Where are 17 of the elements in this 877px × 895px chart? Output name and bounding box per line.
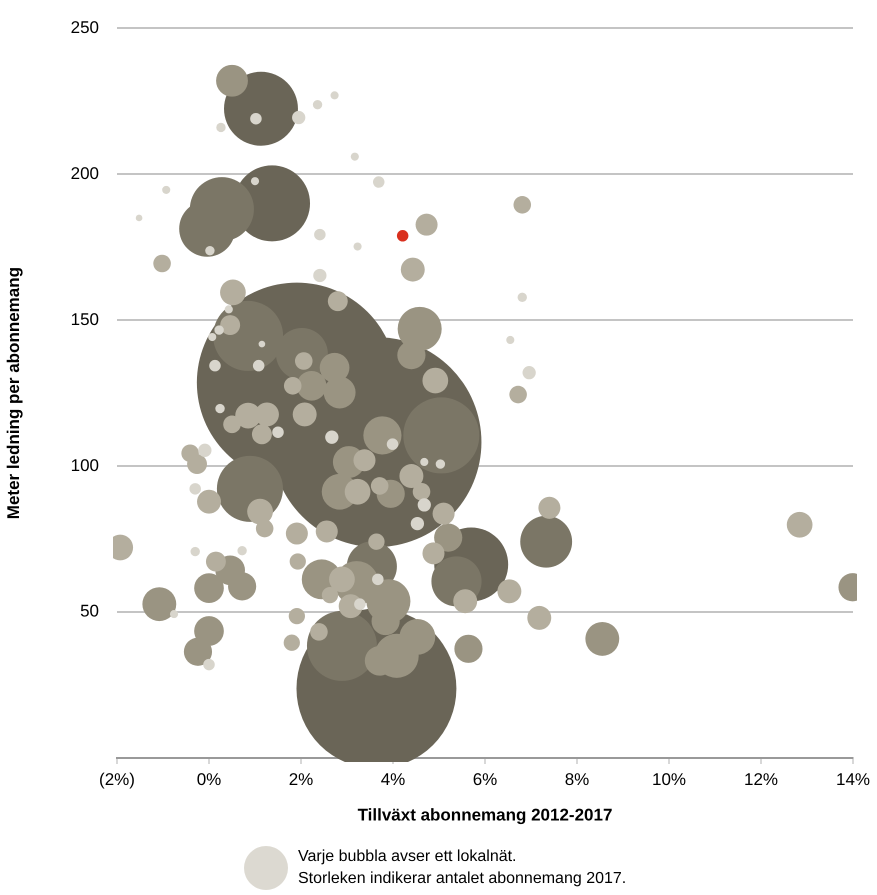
y-axis-title: Meter ledning per abonnemang (4, 267, 23, 520)
y-tick-label: 150 (70, 310, 99, 329)
x-tick-label: 10% (652, 770, 686, 789)
x-tick-label: 0% (196, 770, 222, 789)
x-tick-label: (2%) (99, 770, 135, 789)
x-tick-label: 2% (288, 770, 314, 789)
x-axis-title: Tillväxt abonnemang 2012-2017 (358, 805, 612, 824)
text: Varje bubbla avser ett lokalnät. Storleken indikerar antalet abonnemang 2017. (298, 847, 626, 889)
x-tick-label: 6% (472, 770, 498, 789)
y-tick-label: 100 (70, 456, 99, 475)
y-tick-label: 200 (70, 164, 99, 183)
x-tick-label: 4% (380, 770, 406, 789)
x-tick-label: 14% (836, 770, 870, 789)
y-tick-label: 50 (80, 602, 99, 621)
x-tick-label: 12% (744, 770, 778, 789)
y-tick-label: 250 (70, 18, 99, 37)
x-tick-label: 8% (564, 770, 590, 789)
